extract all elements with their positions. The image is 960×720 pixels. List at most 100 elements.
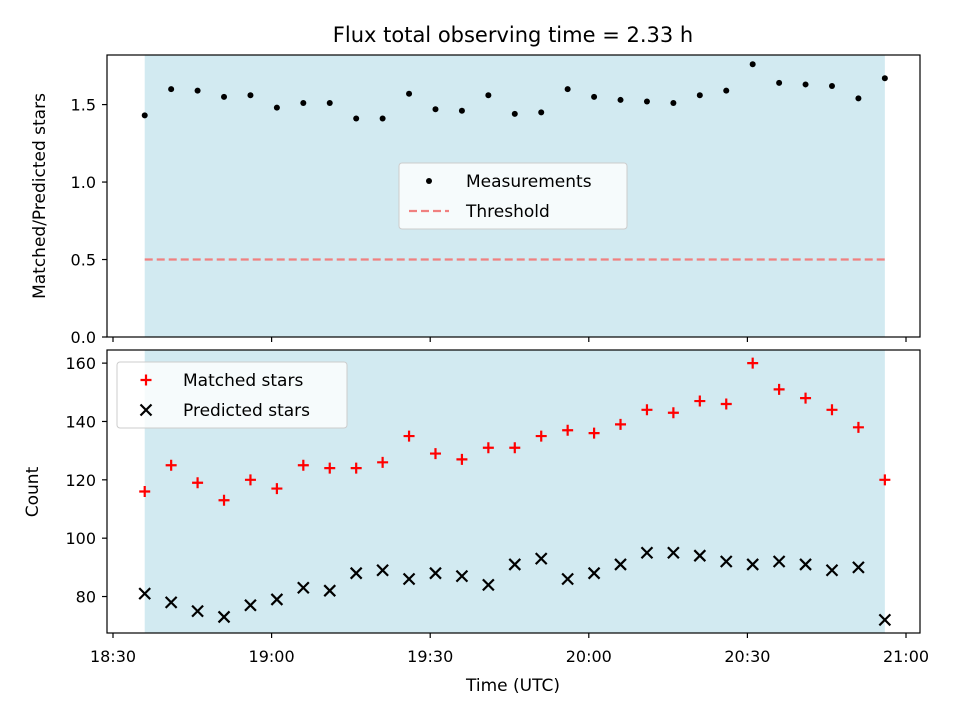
top-panel: 0.0 0.5 1.0 1.5 Matched/Predicted stars Mea… xyxy=(30,54,921,347)
measurement-point xyxy=(485,92,492,99)
predicted-stars-point xyxy=(587,566,601,580)
predicted-stars-point xyxy=(561,572,574,586)
measurement-point xyxy=(406,90,413,97)
legend-predicted-stars-label: Predicted stars xyxy=(183,401,310,421)
measurement-point xyxy=(591,93,598,100)
measurement-point xyxy=(749,61,756,68)
measurement-point xyxy=(511,110,518,117)
predicted-stars-point xyxy=(402,572,416,586)
matched-stars-point xyxy=(535,430,547,442)
top-y-tick-label: 0.0 xyxy=(71,328,96,347)
matched-stars-point xyxy=(218,494,230,506)
top-legend-box xyxy=(398,162,628,230)
bottom-plot-frame xyxy=(106,349,921,634)
matched-stars-point xyxy=(667,407,679,419)
predicted-stars-point xyxy=(138,587,151,600)
measurement-point xyxy=(696,92,703,99)
predicted-stars-point xyxy=(164,596,178,609)
bottom-y-tick-label: 140 xyxy=(65,412,96,431)
predicted-stars-point xyxy=(746,558,759,571)
matched-stars-point xyxy=(562,424,574,436)
bottom-y-tick-label: 80 xyxy=(76,588,96,607)
measurement-point xyxy=(776,79,783,86)
matched-stars-point xyxy=(773,383,785,395)
matched-stars-point xyxy=(297,459,309,471)
predicted-stars-point xyxy=(270,593,284,606)
matched-stars-point xyxy=(139,486,151,497)
matched-stars-point xyxy=(350,462,362,474)
bottom-y-axis-label: Count xyxy=(23,466,43,517)
matched-stars-point xyxy=(747,357,759,369)
matched-stars-point xyxy=(852,421,864,433)
measurement-point xyxy=(300,100,307,107)
top-y-tick-label: 0.5 xyxy=(71,251,96,270)
matched-stars-point xyxy=(192,477,204,489)
measurement-point xyxy=(141,112,148,119)
bottom-y-tick-label: 100 xyxy=(65,529,96,548)
predicted-stars-point xyxy=(534,552,548,565)
predicted-stars-point xyxy=(217,610,231,624)
measurement-point xyxy=(221,93,228,100)
bottom-y-tick-label: 160 xyxy=(65,354,96,373)
x-tick-label: 19:30 xyxy=(407,647,453,666)
matched-stars-point xyxy=(271,483,283,495)
predicted-stars-point xyxy=(614,558,627,571)
matched-stars-point xyxy=(403,430,415,442)
legend-matched-stars-label: Matched stars xyxy=(183,371,303,391)
matched-stars-point xyxy=(800,392,812,404)
top-legend: Measurements Threshold xyxy=(398,162,628,230)
matched-stars-point xyxy=(588,427,600,439)
x-tick-label: 18:30 xyxy=(90,647,136,666)
predicted-stars-point xyxy=(455,569,469,583)
matched-stars-point xyxy=(429,448,441,460)
bottom-legend: Matched stars Predicted stars xyxy=(116,361,348,429)
x-tick-label: 20:00 xyxy=(566,647,612,666)
predicted-stars-point xyxy=(799,558,812,571)
matched-stars-point xyxy=(615,418,627,430)
measurement-point xyxy=(564,86,571,93)
x-tick-label: 20:30 xyxy=(724,647,770,666)
predicted-stars-point xyxy=(693,549,707,562)
measurement-point xyxy=(723,87,730,94)
predicted-stars-point xyxy=(323,584,337,597)
predicted-stars-point xyxy=(297,581,310,595)
measurement-point xyxy=(458,107,465,114)
bottom-legend-box xyxy=(116,361,348,429)
x-tick-label: 19:00 xyxy=(249,647,295,666)
measurement-point xyxy=(379,115,386,122)
measurement-point xyxy=(168,86,175,93)
measurement-point xyxy=(538,109,545,116)
matched-stars-point xyxy=(324,462,336,474)
matched-stars-point xyxy=(244,474,256,486)
top-y-tick-label: 1.0 xyxy=(71,173,96,192)
measurement-point xyxy=(855,95,862,102)
legend-measurements-label: Measurements xyxy=(466,172,592,192)
top-plot-frame xyxy=(106,54,921,338)
matched-stars-point xyxy=(456,453,468,465)
predicted-stars-point xyxy=(191,604,204,618)
legend-matched-stars-marker xyxy=(140,374,152,386)
measurement-point xyxy=(670,100,677,107)
x-axis-label: Time (UTC) xyxy=(465,676,560,696)
bottom-panel: 80 100 120 140 160 18:30 19:00 19:30 20:00 20:30… xyxy=(23,349,929,696)
predicted-stars-point xyxy=(640,546,654,560)
measurement-point xyxy=(247,92,254,99)
measurement-point xyxy=(617,96,624,103)
matched-stars-point xyxy=(694,395,706,407)
bottom-y-tick-label: 120 xyxy=(65,471,96,490)
predicted-stars-point xyxy=(376,563,389,577)
matched-stars-point xyxy=(720,398,732,410)
measurement-point xyxy=(432,106,439,113)
measurement-point xyxy=(194,87,201,94)
x-tick-label: 21:00 xyxy=(883,647,929,666)
matched-stars-point xyxy=(165,459,177,471)
predicted-stars-point xyxy=(772,555,786,568)
measurement-point xyxy=(881,75,888,82)
predicted-stars-point xyxy=(349,566,363,580)
predicted-stars-point xyxy=(825,563,839,577)
predicted-stars-point xyxy=(719,555,733,568)
legend-predicted-stars-marker xyxy=(139,403,153,417)
measurement-point xyxy=(802,81,809,88)
matched-stars-point xyxy=(641,404,653,416)
top-y-tick-label: 1.5 xyxy=(71,96,96,115)
